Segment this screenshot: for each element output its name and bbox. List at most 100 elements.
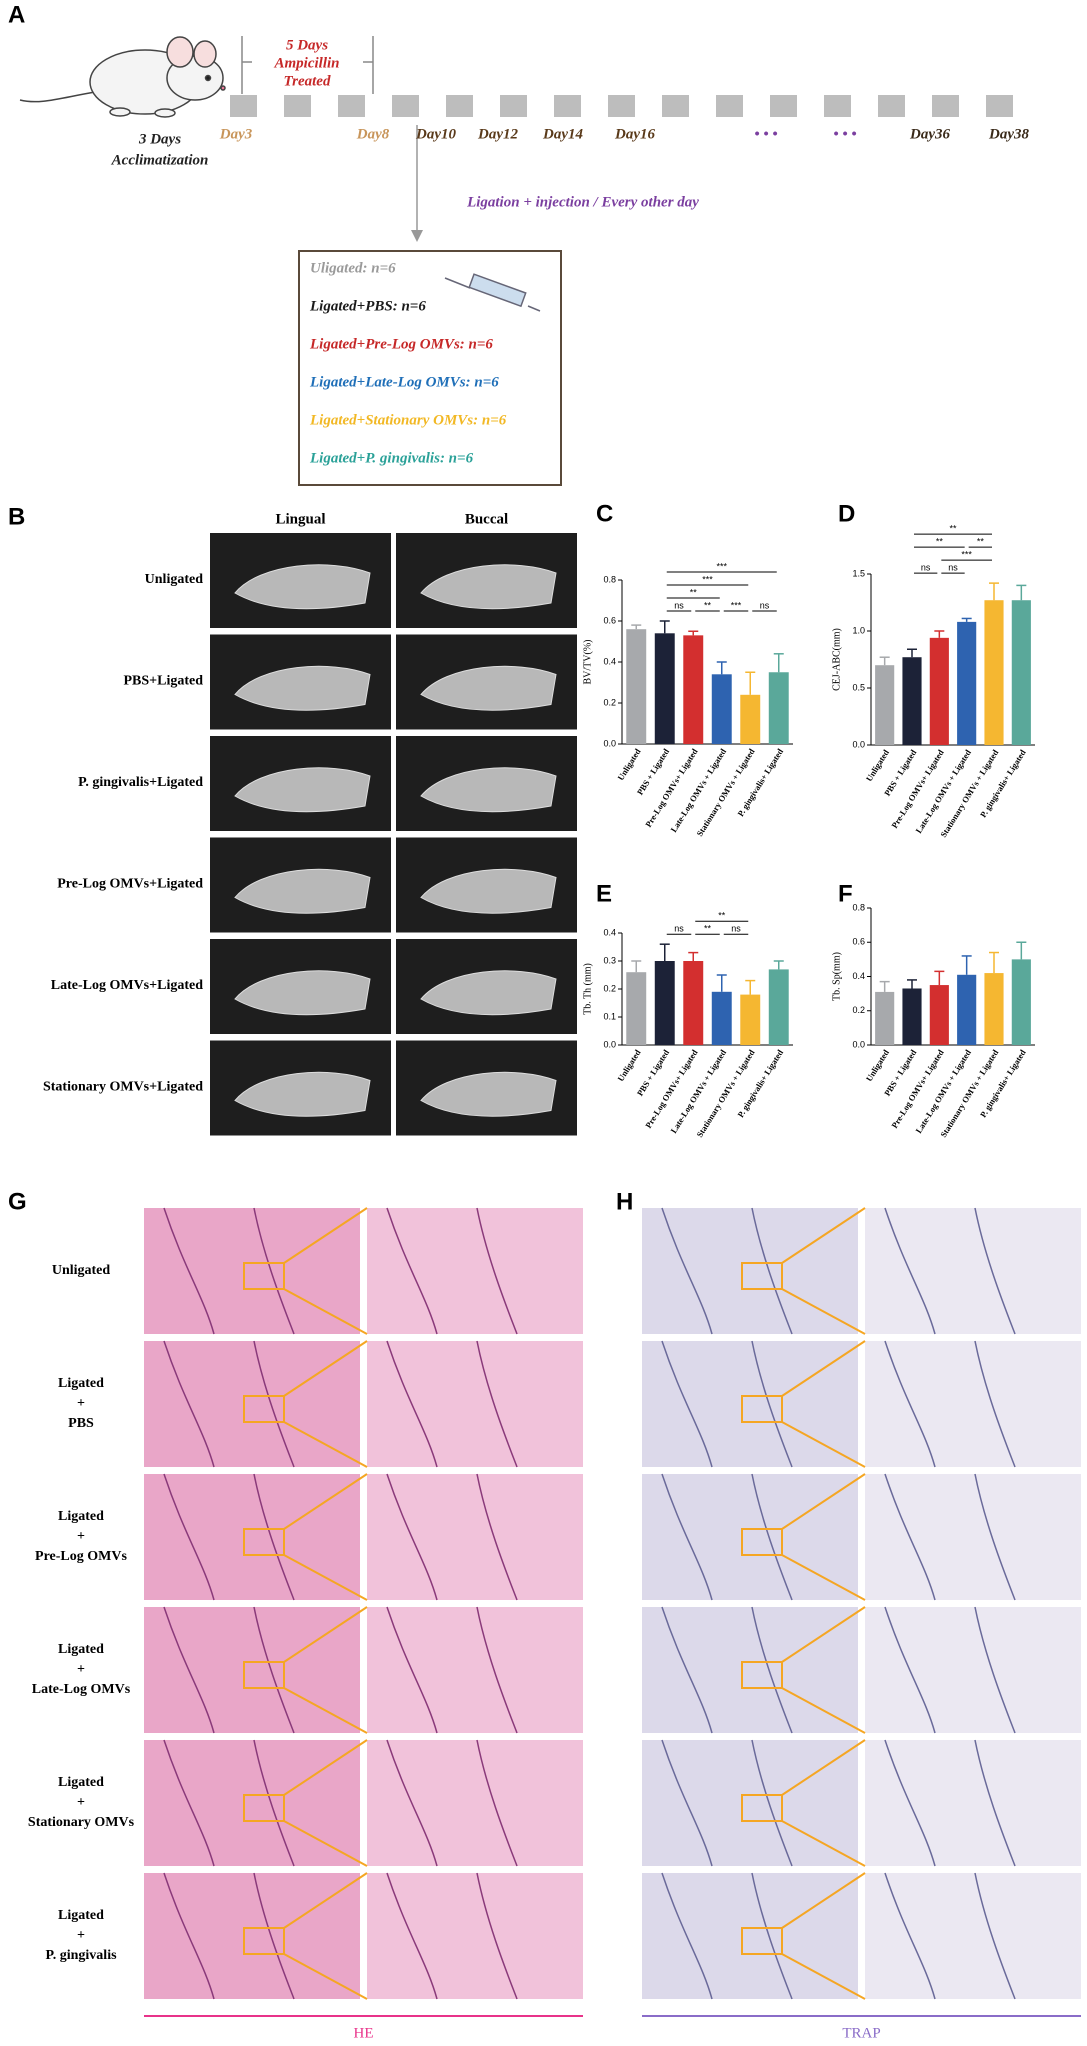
procedure-text: Ligation + injection / Every other day <box>466 194 699 210</box>
jaw-render <box>420 564 557 610</box>
zoom-line <box>283 1606 368 1663</box>
zoom-line <box>781 1872 866 1929</box>
x-tick-label: Pre-Log OMVs+ Ligated <box>889 1048 946 1130</box>
bar <box>768 672 789 744</box>
zoom-box <box>243 1661 285 1689</box>
bar <box>626 629 647 744</box>
histology-image <box>642 1607 858 1733</box>
ct-row-label: Stationary OMVs+Ligated <box>43 1080 203 1095</box>
tissue-outline <box>163 1739 295 1867</box>
day-label: • • • <box>833 126 856 142</box>
y-tick-label: 0.3 <box>603 955 616 965</box>
day-label: Day14 <box>542 126 583 142</box>
timeline-block <box>554 95 581 117</box>
zoom-line <box>283 1207 368 1264</box>
tissue-outline <box>163 1473 295 1601</box>
timeline-block <box>662 95 689 117</box>
histology-image <box>865 1607 1081 1733</box>
significance-label: *** <box>961 549 972 559</box>
zoom-line <box>781 1207 866 1264</box>
histology-row-label: Ligated <box>58 1908 104 1923</box>
bar <box>654 633 675 744</box>
zoom-line <box>781 1340 866 1397</box>
bar <box>711 674 732 744</box>
ct-row-label: P. gingivalis+Ligated <box>78 775 203 790</box>
treatment-text: Ampicillin <box>273 55 339 71</box>
tissue-outline <box>163 1340 295 1468</box>
significance-label: ns <box>921 562 931 572</box>
day-label: Day38 <box>988 126 1029 142</box>
histology-image <box>642 1474 858 1600</box>
y-tick-label: 1.5 <box>852 568 865 578</box>
histology-row-label: Ligated <box>58 1642 104 1657</box>
tissue-outline <box>884 1739 1016 1867</box>
group-label: Ligated+Late-Log OMVs: n=6 <box>309 374 499 390</box>
zoom-line <box>283 1739 368 1796</box>
significance-label: ** <box>949 523 957 533</box>
histology-image <box>144 1607 360 1733</box>
bar <box>984 973 1004 1045</box>
x-tick-label: Unligated <box>615 747 642 783</box>
timeline-block <box>716 95 743 117</box>
histology-image <box>367 1341 583 1467</box>
zoom-box <box>243 1927 285 1955</box>
zoom-line <box>781 1953 866 2000</box>
zoom-line <box>781 1554 866 1601</box>
timeline-block <box>770 95 797 117</box>
histology-image <box>367 1607 583 1733</box>
bar <box>683 961 704 1045</box>
bar <box>1011 959 1031 1045</box>
timeline-block <box>824 95 851 117</box>
histology-image <box>865 1341 1081 1467</box>
stain-label: TRAP <box>842 2025 880 2041</box>
significance-label: *** <box>716 561 727 571</box>
x-tick-label: Pre-Log OMVs+ Ligated <box>643 1048 700 1130</box>
y-tick-label: 0.2 <box>603 983 616 993</box>
bar <box>626 972 647 1045</box>
acclimatization-text: Acclimatization <box>111 152 209 168</box>
bar <box>683 635 704 744</box>
ct-row-label: Unligated <box>145 572 204 587</box>
histology-image <box>865 1740 1081 1866</box>
jaw-render <box>420 1071 557 1117</box>
panel-label: A <box>8 1 25 28</box>
jaw-render <box>234 767 371 813</box>
significance-label: *** <box>702 574 713 584</box>
panel-label: D <box>838 500 855 527</box>
y-tick-label: 0.0 <box>603 738 616 748</box>
tissue-outline <box>386 1207 518 1335</box>
y-tick-label: 0.8 <box>603 574 616 584</box>
tissue-outline <box>386 1739 518 1867</box>
histology-row-label: Pre-Log OMVs <box>35 1549 127 1564</box>
tissue-outline <box>661 1207 793 1335</box>
zoom-box <box>243 1262 285 1290</box>
timeline-block <box>446 95 473 117</box>
jaw-render <box>234 665 371 711</box>
y-axis-label: BV/TV(%) <box>582 640 593 685</box>
zoom-line <box>781 1739 866 1796</box>
timeline-block <box>500 95 527 117</box>
tissue-outline <box>661 1606 793 1734</box>
zoom-line <box>283 1554 368 1601</box>
histology-image <box>144 1474 360 1600</box>
zoom-line <box>781 1606 866 1663</box>
tissue-outline <box>884 1340 1016 1468</box>
significance-label: ns <box>948 562 958 572</box>
tissue-outline <box>884 1606 1016 1734</box>
bar <box>929 637 949 745</box>
y-tick-label: 0.0 <box>603 1039 616 1049</box>
bar <box>740 994 761 1045</box>
histology-image <box>642 1208 858 1334</box>
timeline-block <box>284 95 311 117</box>
bar <box>957 621 977 745</box>
zoom-box <box>741 1661 783 1689</box>
zoom-line <box>283 1340 368 1397</box>
day-label: Day16 <box>614 126 655 142</box>
tissue-outline <box>386 1340 518 1468</box>
significance-label: ns <box>760 600 770 610</box>
tissue-outline <box>884 1872 1016 2000</box>
timeline-block <box>230 95 257 117</box>
histology-image <box>865 1474 1081 1600</box>
view-heading: Lingual <box>275 511 325 527</box>
histology-image <box>642 1873 858 1999</box>
